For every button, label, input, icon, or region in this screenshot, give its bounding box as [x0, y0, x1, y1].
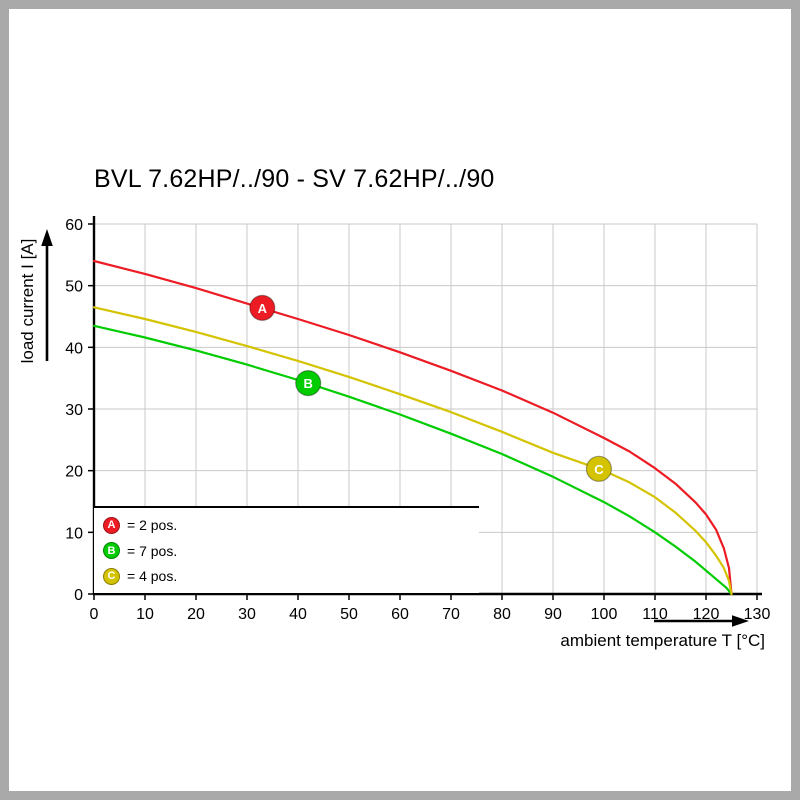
x-tick-label: 50 — [340, 606, 358, 623]
series-b-legend-text: = 7 pos. — [127, 542, 178, 559]
series-b-marker-icon: B — [103, 542, 120, 559]
x-axis-arrowhead-icon — [732, 615, 749, 627]
y-tick-label: 0 — [74, 587, 83, 604]
derating-chart: 0 10 20 30 40 50 60 70 80 90 100 110 120 130 0 10 20 30 40… — [41, 216, 771, 627]
x-tick-label: 0 — [90, 606, 99, 623]
series-c-legend-text: = 4 pos. — [127, 568, 178, 584]
legend: A = 2 pos. B = 7 pos. C = 4 pos. — [94, 506, 479, 593]
y-tick-label: 60 — [65, 217, 83, 234]
x-tick-label: 70 — [442, 606, 460, 623]
x-tick-label: 40 — [289, 606, 307, 623]
curve-marker-label-C: C — [594, 462, 604, 477]
x-tick-label: 20 — [187, 606, 205, 623]
legend-item-c: C = 4 pos. — [103, 567, 479, 585]
x-tick-label: 80 — [493, 606, 511, 623]
legend-item-a: A = 2 pos. — [103, 516, 479, 534]
curve-marker-A — [249, 294, 276, 321]
curve-B — [92, 324, 733, 596]
x-tick-label: 60 — [391, 606, 409, 623]
x-tick-label: 130 — [744, 606, 771, 623]
x-tick-label: 10 — [136, 606, 154, 623]
x-tick-label: 120 — [693, 606, 720, 623]
y-tick-label: 10 — [65, 525, 83, 542]
y-axis-arrowhead-icon — [41, 229, 53, 246]
y-tick-label: 40 — [65, 340, 83, 357]
x-axis-label: ambient temperature T [°C] — [560, 631, 765, 650]
curve-marker-label-A: A — [258, 301, 268, 316]
curve-marker-label-B: B — [304, 376, 313, 391]
series-a-legend-text: = 2 pos. — [127, 517, 178, 533]
y-tick-label: 30 — [65, 402, 83, 419]
x-tick-label: 100 — [591, 606, 618, 623]
y-tick-label: 50 — [65, 279, 83, 296]
series-c-marker-icon: C — [103, 567, 120, 585]
x-tick-label: 90 — [544, 606, 562, 623]
curve-marker-C — [585, 455, 613, 482]
series-a-marker-icon: A — [103, 516, 120, 534]
x-tick-label: 110 — [642, 606, 668, 623]
x-tick-label: 30 — [238, 606, 256, 623]
curve-marker-B — [295, 370, 322, 397]
y-tick-label: 20 — [65, 464, 83, 481]
legend-item-b: B = 7 pos. — [103, 542, 479, 559]
chart-title: BVL 7.62HP/../90 - SV 7.62HP/../90 — [94, 165, 495, 193]
curve-C — [92, 306, 733, 596]
